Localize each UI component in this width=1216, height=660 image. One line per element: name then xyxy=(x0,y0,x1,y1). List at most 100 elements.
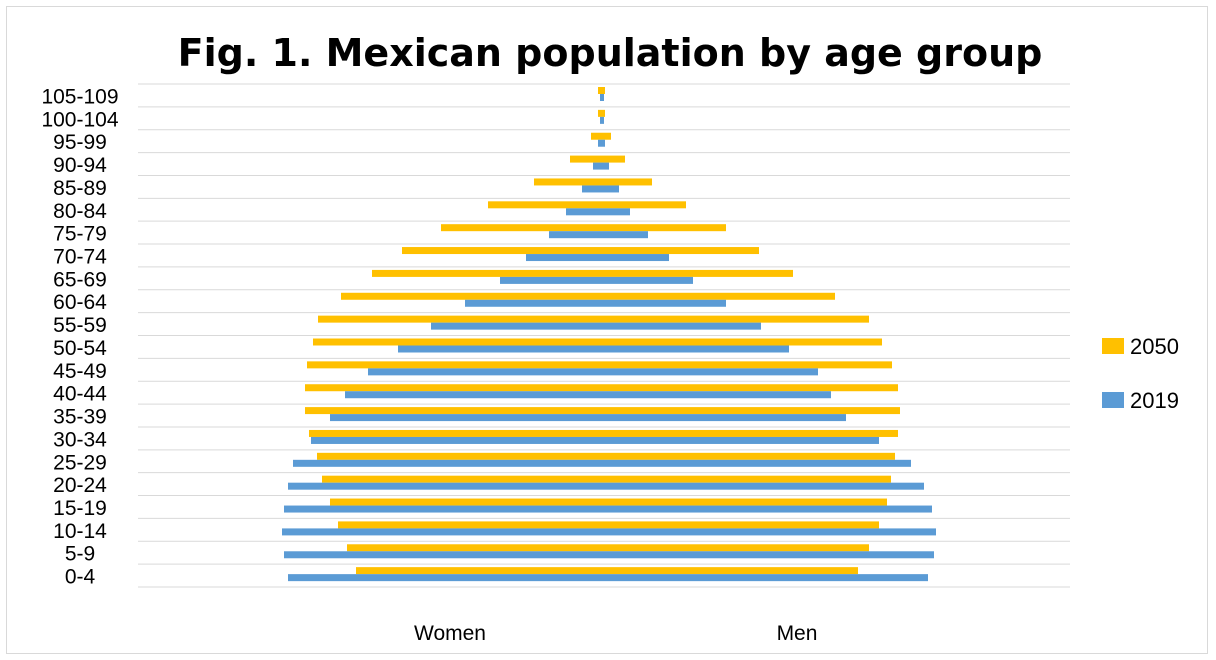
bar-2050-men-65-69 xyxy=(601,269,793,277)
bar-2050-women-100-104 xyxy=(598,109,601,117)
legend-swatch-2019 xyxy=(1102,392,1124,408)
bar-2050-women-50-54 xyxy=(313,338,601,346)
bar-2019-men-85-89 xyxy=(601,185,619,193)
bar-2019-women-10-14 xyxy=(282,528,601,536)
bar-2019-women-45-49 xyxy=(368,368,601,376)
x-axis-label-men: Men xyxy=(777,622,818,645)
bar-2050-women-40-44 xyxy=(305,384,601,392)
y-axis-tick-labels: 0-45-910-1415-1920-2425-2930-3435-3940-4… xyxy=(41,85,118,588)
bar-2019-women-50-54 xyxy=(398,345,601,353)
bar-2019-women-0-4 xyxy=(288,574,601,582)
legend-label-2019: 2019 xyxy=(1130,388,1179,413)
bar-2050-women-60-64 xyxy=(341,292,601,300)
bar-2050-men-60-64 xyxy=(601,292,835,300)
gridlines xyxy=(138,83,1070,588)
bar-2050-women-85-89 xyxy=(534,178,601,186)
bar-2019-women-20-24 xyxy=(288,482,601,490)
bar-2019-men-80-84 xyxy=(601,208,630,216)
bar-2050-women-15-19 xyxy=(330,498,601,506)
bar-2019-women-85-89 xyxy=(582,185,601,193)
y-tick-label: 90-94 xyxy=(53,154,107,177)
bar-2019-women-70-74 xyxy=(526,254,601,262)
bar-2050-men-75-79 xyxy=(601,224,726,232)
bar-2019-women-25-29 xyxy=(293,459,601,467)
bar-2019-men-75-79 xyxy=(601,231,648,239)
bar-2019-men-45-49 xyxy=(601,368,818,376)
bar-2019-men-105-109 xyxy=(601,94,604,101)
bar-2019-men-100-104 xyxy=(601,116,604,124)
bar-2019-men-90-94 xyxy=(601,162,609,170)
y-tick-label: 35-39 xyxy=(53,406,107,429)
y-tick-label: 55-59 xyxy=(53,314,107,337)
chart-title: Fig. 1. Mexican population by age group xyxy=(178,31,1043,75)
bar-2019-men-15-19 xyxy=(601,505,932,513)
bar-2050-women-30-34 xyxy=(309,429,601,437)
bar-2019-men-5-9 xyxy=(601,551,934,559)
y-tick-label: 70-74 xyxy=(53,245,107,268)
legend-swatch-2050 xyxy=(1102,338,1124,354)
bar-2019-men-95-99 xyxy=(601,139,605,147)
bar-2019-men-20-24 xyxy=(601,482,924,490)
bar-2050-women-20-24 xyxy=(322,475,601,483)
y-tick-label: 75-79 xyxy=(53,223,107,246)
bar-2050-men-70-74 xyxy=(601,247,759,255)
bar-2050-women-55-59 xyxy=(318,315,601,323)
legend: 2050 2019 xyxy=(1102,334,1179,413)
y-tick-label: 85-89 xyxy=(53,177,107,200)
bar-2050-women-105-109 xyxy=(598,87,601,94)
bar-2019-men-10-14 xyxy=(601,528,936,536)
legend-label-2050: 2050 xyxy=(1130,334,1179,359)
bar-2050-men-15-19 xyxy=(601,498,887,506)
bar-2019-women-105-109 xyxy=(600,94,601,101)
bar-2050-men-80-84 xyxy=(601,201,686,209)
y-tick-label: 50-54 xyxy=(53,337,107,360)
bar-2050-men-105-109 xyxy=(601,87,605,94)
bar-2050-men-40-44 xyxy=(601,384,898,392)
bar-2050-men-0-4 xyxy=(601,567,858,575)
bar-2050-women-70-74 xyxy=(402,247,601,255)
bar-2050-women-35-39 xyxy=(305,407,601,415)
bar-2019-men-50-54 xyxy=(601,345,789,353)
bar-2050-women-10-14 xyxy=(338,521,601,529)
y-tick-label: 10-14 xyxy=(53,520,107,543)
bar-2050-men-10-14 xyxy=(601,521,879,529)
bar-2019-women-95-99 xyxy=(598,139,601,147)
chart-frame xyxy=(6,6,1208,654)
bar-2019-men-25-29 xyxy=(601,459,911,467)
bar-2019-men-40-44 xyxy=(601,391,831,399)
bar-2050-men-100-104 xyxy=(601,109,605,117)
bar-2019-men-55-59 xyxy=(601,322,761,330)
bar-2050-women-25-29 xyxy=(317,452,601,460)
bar-2019-women-75-79 xyxy=(549,231,601,239)
y-tick-label: 60-64 xyxy=(53,291,107,314)
bar-2019-women-60-64 xyxy=(465,299,601,307)
x-axis-label-women: Women xyxy=(414,622,486,645)
bar-2050-women-80-84 xyxy=(488,201,601,209)
bar-2050-men-50-54 xyxy=(601,338,882,346)
bar-2050-men-20-24 xyxy=(601,475,891,483)
bar-2019-women-80-84 xyxy=(566,208,601,216)
y-tick-label: 45-49 xyxy=(53,360,107,383)
y-tick-label: 5-9 xyxy=(65,543,95,566)
bar-2050-women-5-9 xyxy=(347,544,601,552)
bar-2019-men-30-34 xyxy=(601,436,879,444)
y-tick-label: 100-104 xyxy=(41,108,118,131)
bar-2019-men-0-4 xyxy=(601,574,928,582)
bars xyxy=(282,87,936,582)
bar-2050-men-95-99 xyxy=(601,132,611,140)
bar-2019-women-40-44 xyxy=(345,391,601,399)
bar-2019-women-5-9 xyxy=(284,551,601,559)
y-tick-label: 30-34 xyxy=(53,428,107,451)
bar-2050-men-35-39 xyxy=(601,407,900,415)
y-tick-label: 15-19 xyxy=(53,497,107,520)
y-tick-label: 65-69 xyxy=(53,268,107,291)
bar-2050-men-55-59 xyxy=(601,315,869,323)
y-tick-label: 40-44 xyxy=(53,383,107,406)
bar-2050-men-45-49 xyxy=(601,361,892,369)
y-tick-label: 80-84 xyxy=(53,200,107,223)
y-tick-label: 20-24 xyxy=(53,474,107,497)
bar-2050-women-45-49 xyxy=(307,361,601,369)
bar-2019-men-65-69 xyxy=(601,276,693,284)
bar-2019-women-100-104 xyxy=(600,116,601,124)
